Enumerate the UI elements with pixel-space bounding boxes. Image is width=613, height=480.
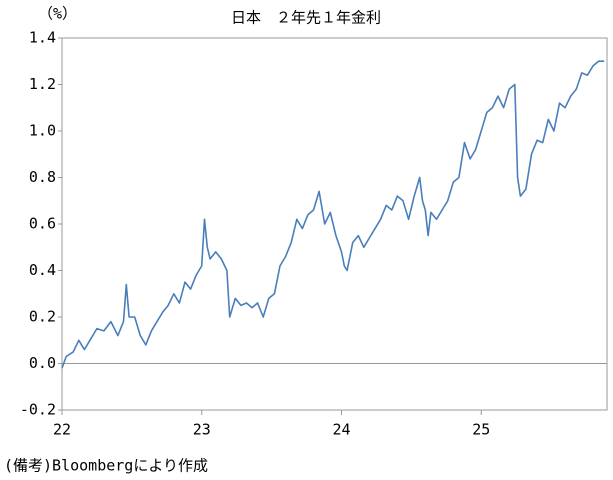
y-unit: （%） bbox=[38, 5, 77, 23]
plot-frame bbox=[61, 37, 608, 411]
line-series bbox=[61, 60, 605, 369]
y-tick-label: 0.8 bbox=[29, 168, 56, 186]
note: (備考)Bloombergにより作成 bbox=[4, 457, 208, 475]
y-tick-label: 1.4 bbox=[29, 29, 56, 47]
x-tick-label: 23 bbox=[193, 421, 211, 439]
x-tick-label: 24 bbox=[332, 421, 350, 439]
y-tick-label: -0.2 bbox=[20, 401, 56, 419]
y-tick-label: 0.6 bbox=[29, 215, 56, 233]
x-tick-label: 22 bbox=[53, 421, 71, 439]
y-tick-label: 0.0 bbox=[29, 354, 56, 372]
y-tick-label: 1.2 bbox=[29, 75, 56, 93]
y-tick-label: 0.4 bbox=[29, 261, 56, 279]
y-tick-label: 1.0 bbox=[29, 122, 56, 140]
x-tick-label: 25 bbox=[472, 421, 490, 439]
y-tick-label: 0.2 bbox=[29, 308, 56, 326]
chart-title: 日本 ２年先１年金利 bbox=[231, 9, 381, 27]
